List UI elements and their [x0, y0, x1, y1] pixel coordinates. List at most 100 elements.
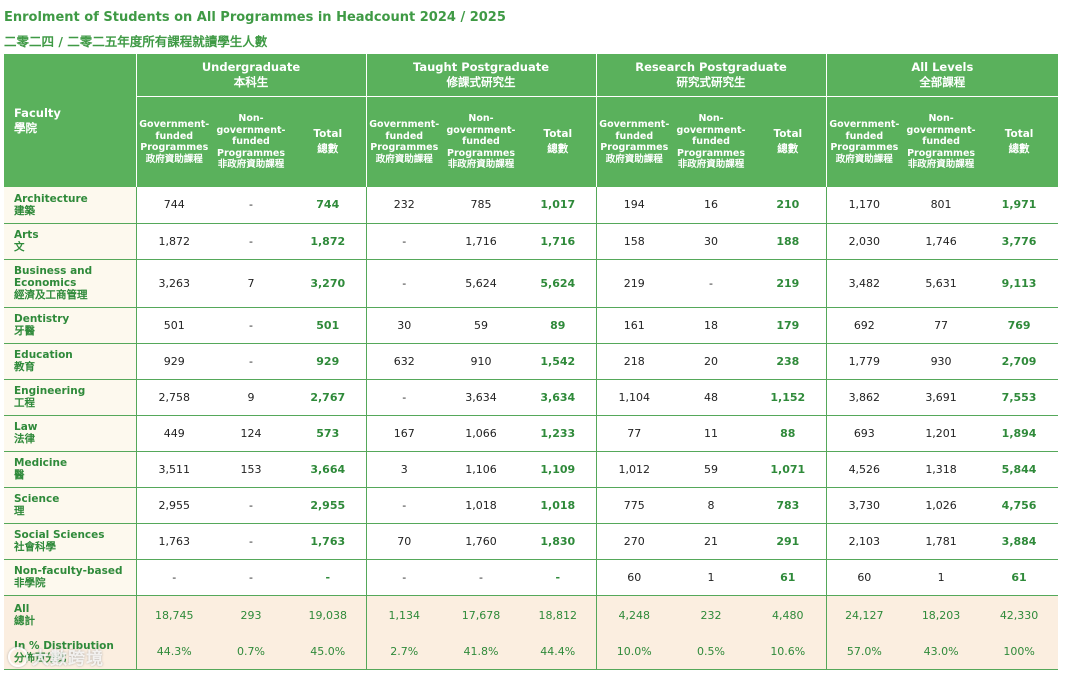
total-value-cell: 42,330: [980, 595, 1059, 635]
sub-header-en: Non-government-funded Programmes: [216, 113, 286, 159]
total-value-cell: 3,776: [980, 223, 1059, 260]
sub-header-en: Non-government-funded Programmes: [446, 113, 516, 159]
faculty-name-zh: 理: [14, 505, 25, 517]
total-value-cell: 1,894: [980, 415, 1059, 452]
table-row: Law 法律 449 124 573 167 1,066 1,233 77 11 88 693 1,20…: [4, 415, 1059, 452]
sub-header-zh: 總數: [777, 143, 799, 155]
value-cell: -: [672, 259, 751, 308]
total-value-cell: 18,812: [520, 595, 597, 635]
total-value-cell: 219: [750, 259, 827, 308]
faculty-name-cell: Business and Economics 經濟及工商管理: [4, 259, 137, 308]
total-value-cell: 100%: [980, 635, 1059, 670]
group-header-en: Taught Postgraduate: [412, 60, 550, 74]
faculty-name-cell: All 總計: [4, 595, 137, 635]
value-cell: 20: [672, 343, 751, 380]
sub-header-zh: 總數: [317, 143, 339, 155]
value-cell: 232: [672, 595, 751, 635]
sub-header-en: Total: [313, 128, 343, 140]
faculty-name-cell: Science 理: [4, 487, 137, 524]
value-cell: 219: [596, 259, 673, 308]
sub-header-en: Total: [773, 128, 803, 140]
value-cell: -: [212, 223, 290, 260]
total-value-cell: 88: [750, 415, 827, 452]
value-cell: -: [366, 379, 442, 416]
value-cell: 167: [366, 415, 442, 452]
total-value-cell: 3,884: [980, 523, 1059, 560]
sub-header-zh: 非政府資助課程: [907, 159, 975, 171]
value-cell: 2.7%: [366, 635, 442, 670]
group-header-research-postgraduate: Research Postgraduate 研究式研究生: [596, 54, 827, 97]
sub-header-gov: Government-funded Programmes 政府資助課程: [136, 96, 212, 187]
value-cell: 60: [826, 559, 903, 596]
value-cell: -: [212, 187, 290, 224]
faculty-column-header: Faculty 學院: [4, 54, 137, 187]
value-cell: 929: [136, 343, 212, 380]
total-value-cell: 1,109: [520, 451, 597, 488]
value-cell: 10.0%: [596, 635, 673, 670]
faculty-name-zh: 文: [14, 241, 25, 253]
value-cell: -: [212, 343, 290, 380]
sub-header-zh: 政府資助課程: [375, 153, 433, 165]
table-row: Arts 文 1,872-1,872-1,716 1,716 158 30 188 2,030…: [4, 223, 1059, 260]
value-cell: 3,730: [826, 487, 903, 524]
total-value-cell: 929: [290, 343, 367, 380]
faculty-name-zh: 法律: [14, 433, 35, 445]
value-cell: 693: [826, 415, 903, 452]
value-cell: -: [366, 223, 442, 260]
table-row: Medicine 醫 3,511 153 3,664 3 1,106 1,109 1,012 59…: [4, 451, 1059, 488]
value-cell: 744: [136, 187, 212, 224]
value-cell: 293: [212, 595, 290, 635]
total-value-cell: 1,233: [520, 415, 597, 452]
total-value-cell: 89: [520, 307, 597, 344]
value-cell: 4,526: [826, 451, 903, 488]
total-value-cell: 19,038: [290, 595, 367, 635]
sub-header-nongov: Non-government-funded Programmes 非政府資助課程: [672, 96, 751, 187]
faculty-name-en: Medicine: [14, 457, 68, 469]
value-cell: 2,103: [826, 523, 903, 560]
total-value-cell: 1,017: [520, 187, 597, 224]
total-value-cell: 4,756: [980, 487, 1059, 524]
faculty-name-en: Business and Economics: [14, 265, 93, 289]
value-cell: 1,872: [136, 223, 212, 260]
value-cell: 153: [212, 451, 290, 488]
total-value-cell: 5,624: [520, 259, 597, 308]
sub-header-gov: Government-funded Programmes 政府資助課程: [366, 96, 442, 187]
value-cell: 24,127: [826, 595, 903, 635]
value-cell: 5,624: [442, 259, 520, 308]
sub-header-nongov: Non-government-funded Programmes 非政府資助課程: [212, 96, 290, 187]
value-cell: 692: [826, 307, 903, 344]
page-title-chinese: 二零二四 / 二零二五年度所有課程就讀學生人數: [4, 34, 268, 49]
total-value-cell: 210: [750, 187, 827, 224]
value-cell: -: [366, 259, 442, 308]
sub-header-total: Total 總數: [520, 96, 597, 187]
value-cell: 1,760: [442, 523, 520, 560]
value-cell: 3,511: [136, 451, 212, 488]
page-title: Enrolment of Students on All Programmes …: [4, 10, 506, 25]
sub-header-total: Total 總數: [290, 96, 367, 187]
faculty-name-zh: 總計: [14, 615, 35, 628]
total-value-cell: 1,763: [290, 523, 367, 560]
group-header-all-levels: All Levels 全部課程: [826, 54, 1059, 97]
total-value-cell: 1,872: [290, 223, 367, 260]
group-header-en: Undergraduate: [201, 60, 301, 74]
value-cell: -: [136, 559, 212, 596]
total-value-cell: -: [290, 559, 367, 596]
faculty-name-en: Architecture: [14, 192, 88, 205]
value-cell: 57.0%: [826, 635, 903, 670]
total-value-cell: 1,830: [520, 523, 597, 560]
sub-header-zh: 非政府資助課程: [217, 159, 285, 171]
faculty-name-zh: 社會科學: [14, 541, 56, 553]
total-row: All 總計 18,745 293 19,038 1,134 17,678 18,812 4,2…: [4, 595, 1059, 635]
group-header-zh: 全部課程: [919, 75, 966, 89]
value-cell: 41.8%: [442, 635, 520, 670]
value-cell: 1,746: [902, 223, 981, 260]
table-header: Faculty 學院 Undergraduate 本科生 Taught Post…: [4, 54, 1059, 187]
faculty-name-en: All: [14, 603, 30, 616]
value-cell: 8: [672, 487, 751, 524]
value-cell: 18,203: [902, 595, 981, 635]
faculty-name-en: Arts: [14, 229, 39, 241]
value-cell: 3: [366, 451, 442, 488]
value-cell: 3,634: [442, 379, 520, 416]
value-cell: 4,248: [596, 595, 673, 635]
sub-header-zh: 總數: [547, 143, 569, 155]
